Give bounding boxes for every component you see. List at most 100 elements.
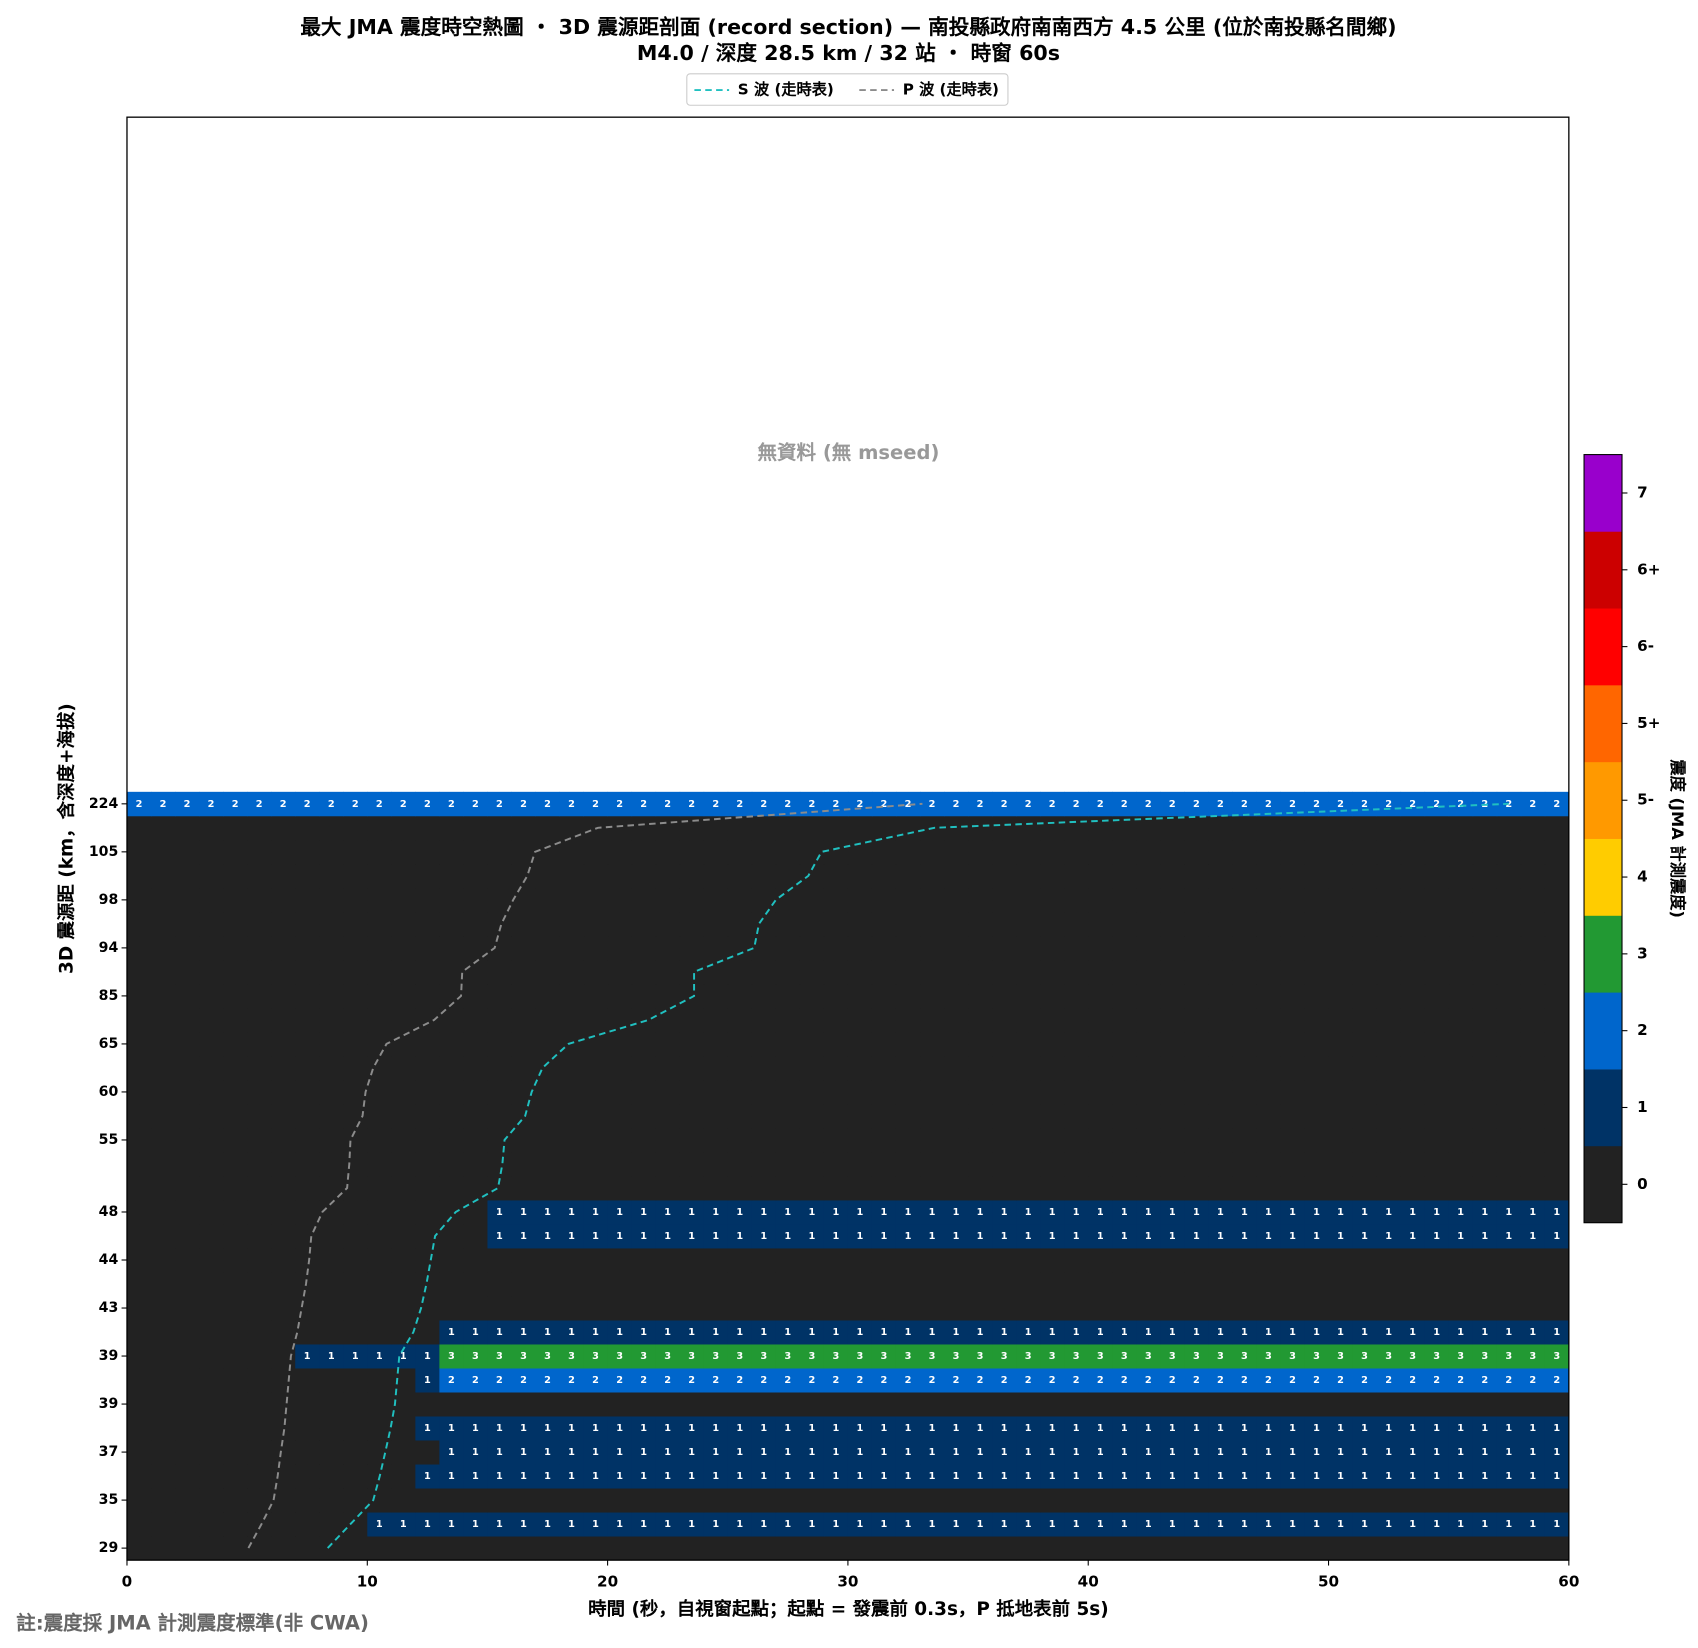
cell-label: 1 xyxy=(977,1231,984,1242)
heatmap-cell xyxy=(1448,1440,1474,1465)
heatmap-cell xyxy=(1136,1344,1161,1369)
heatmap-cell xyxy=(631,911,657,937)
heatmap-cell xyxy=(1304,1103,1329,1129)
heatmap-cell xyxy=(1520,1344,1546,1369)
cell-label: 1 xyxy=(616,1207,623,1218)
heatmap-cell xyxy=(1400,1320,1426,1345)
heatmap-cell xyxy=(343,1199,368,1225)
heatmap-cell xyxy=(1160,1079,1185,1105)
cell-label: 2 xyxy=(784,799,791,810)
heatmap-cell xyxy=(944,1488,969,1513)
cell-label: 2 xyxy=(833,799,840,810)
heatmap-cell xyxy=(1232,1464,1257,1489)
heatmap-cell xyxy=(920,1272,945,1297)
cell-label: 1 xyxy=(1529,1447,1536,1458)
cell-label: 1 xyxy=(664,1207,671,1218)
heatmap-cell xyxy=(992,1055,1017,1081)
heatmap-cell xyxy=(1448,1079,1474,1105)
heatmap-cell xyxy=(823,1199,849,1225)
heatmap-cell xyxy=(271,1368,296,1393)
heatmap-cell xyxy=(1400,1416,1426,1441)
cell-label: 1 xyxy=(1337,1231,1344,1242)
heatmap-cell xyxy=(1376,1536,1402,1561)
heatmap-cell xyxy=(247,1151,272,1177)
heatmap-cell xyxy=(968,1488,993,1513)
heatmap-cell xyxy=(439,1536,464,1561)
heatmap-cell xyxy=(799,1368,825,1393)
cell-label: 3 xyxy=(1361,1351,1368,1362)
heatmap-cell xyxy=(655,1416,681,1441)
heatmap-cell xyxy=(944,887,969,913)
heatmap-cell xyxy=(1424,911,1450,937)
heatmap-cell xyxy=(1136,1368,1161,1393)
heatmap-cell xyxy=(1448,1536,1474,1561)
heatmap-cell xyxy=(487,1199,512,1225)
cell-label: 1 xyxy=(1145,1327,1152,1338)
heatmap-cell xyxy=(775,1199,801,1225)
cell-label: 1 xyxy=(1073,1471,1080,1482)
heatmap-cell xyxy=(463,1151,488,1177)
cell-label: 1 xyxy=(881,1471,888,1482)
cell-label: 1 xyxy=(1145,1231,1152,1242)
heatmap-cell xyxy=(1136,983,1161,1009)
heatmap-cell xyxy=(823,1055,849,1081)
heatmap-cell xyxy=(1280,1440,1305,1465)
heatmap-cell xyxy=(799,1416,825,1441)
cell-label: 3 xyxy=(688,1351,695,1362)
cell-label: 2 xyxy=(448,1375,455,1386)
heatmap-cell xyxy=(703,1320,729,1345)
cell-label: 1 xyxy=(1217,1423,1224,1434)
heatmap-cell xyxy=(559,1440,585,1465)
heatmap-cell xyxy=(1472,863,1498,889)
heatmap-cell xyxy=(895,1440,921,1465)
heatmap-cell xyxy=(751,815,777,841)
heatmap-cell xyxy=(1112,1320,1137,1345)
cell-label: 1 xyxy=(905,1207,912,1218)
heatmap-cell xyxy=(703,1055,729,1081)
cell-label: 1 xyxy=(640,1327,647,1338)
heatmap-cell xyxy=(1040,1536,1065,1561)
cell-label: 1 xyxy=(1361,1207,1368,1218)
heatmap-cell xyxy=(271,1344,296,1369)
heatmap-cell xyxy=(367,1079,392,1105)
heatmap-cell xyxy=(1256,1055,1281,1081)
heatmap-cell xyxy=(175,1223,200,1249)
heatmap-cell xyxy=(463,839,488,865)
heatmap-cell xyxy=(511,1007,536,1033)
heatmap-cell xyxy=(679,1368,705,1393)
cell-label: 1 xyxy=(833,1423,840,1434)
heatmap-cell xyxy=(487,1007,512,1033)
heatmap-cell xyxy=(1280,815,1305,841)
cell-label: 1 xyxy=(1361,1231,1368,1242)
heatmap-cell xyxy=(1232,1248,1257,1273)
heatmap-cell xyxy=(1256,1272,1281,1297)
heatmap-cell xyxy=(944,1536,969,1561)
heatmap-cell xyxy=(1136,863,1161,889)
heatmap-cell xyxy=(1232,1223,1257,1249)
heatmap-cell xyxy=(607,1031,633,1057)
cell-label: 3 xyxy=(1457,1351,1464,1362)
cell-label: 2 xyxy=(1169,799,1176,810)
heatmap-cell xyxy=(631,1320,657,1345)
heatmap-cell xyxy=(1112,887,1137,913)
heatmap-cell xyxy=(1304,1007,1329,1033)
cell-label: 1 xyxy=(905,1447,912,1458)
heatmap-cell xyxy=(1448,1248,1474,1273)
heatmap-cell xyxy=(1256,1440,1281,1465)
cell-label: 1 xyxy=(616,1423,623,1434)
heatmap-cell xyxy=(559,1368,585,1393)
heatmap-cell xyxy=(1040,1175,1065,1201)
colorbar-segment xyxy=(1584,1145,1623,1224)
heatmap-cell xyxy=(415,1464,440,1489)
heatmap-cell xyxy=(799,1344,825,1369)
heatmap-cell xyxy=(247,815,272,841)
heatmap-cell xyxy=(1256,791,1281,817)
cell-label: 1 xyxy=(833,1207,840,1218)
heatmap-cell xyxy=(1400,1151,1426,1177)
cell-label: 1 xyxy=(1217,1447,1224,1458)
heatmap-cell xyxy=(1112,1512,1137,1537)
heatmap-cell xyxy=(295,1344,320,1369)
heatmap-cell xyxy=(1280,1248,1305,1273)
heatmap-cell xyxy=(1016,1151,1041,1177)
heatmap-cell xyxy=(631,1272,657,1297)
